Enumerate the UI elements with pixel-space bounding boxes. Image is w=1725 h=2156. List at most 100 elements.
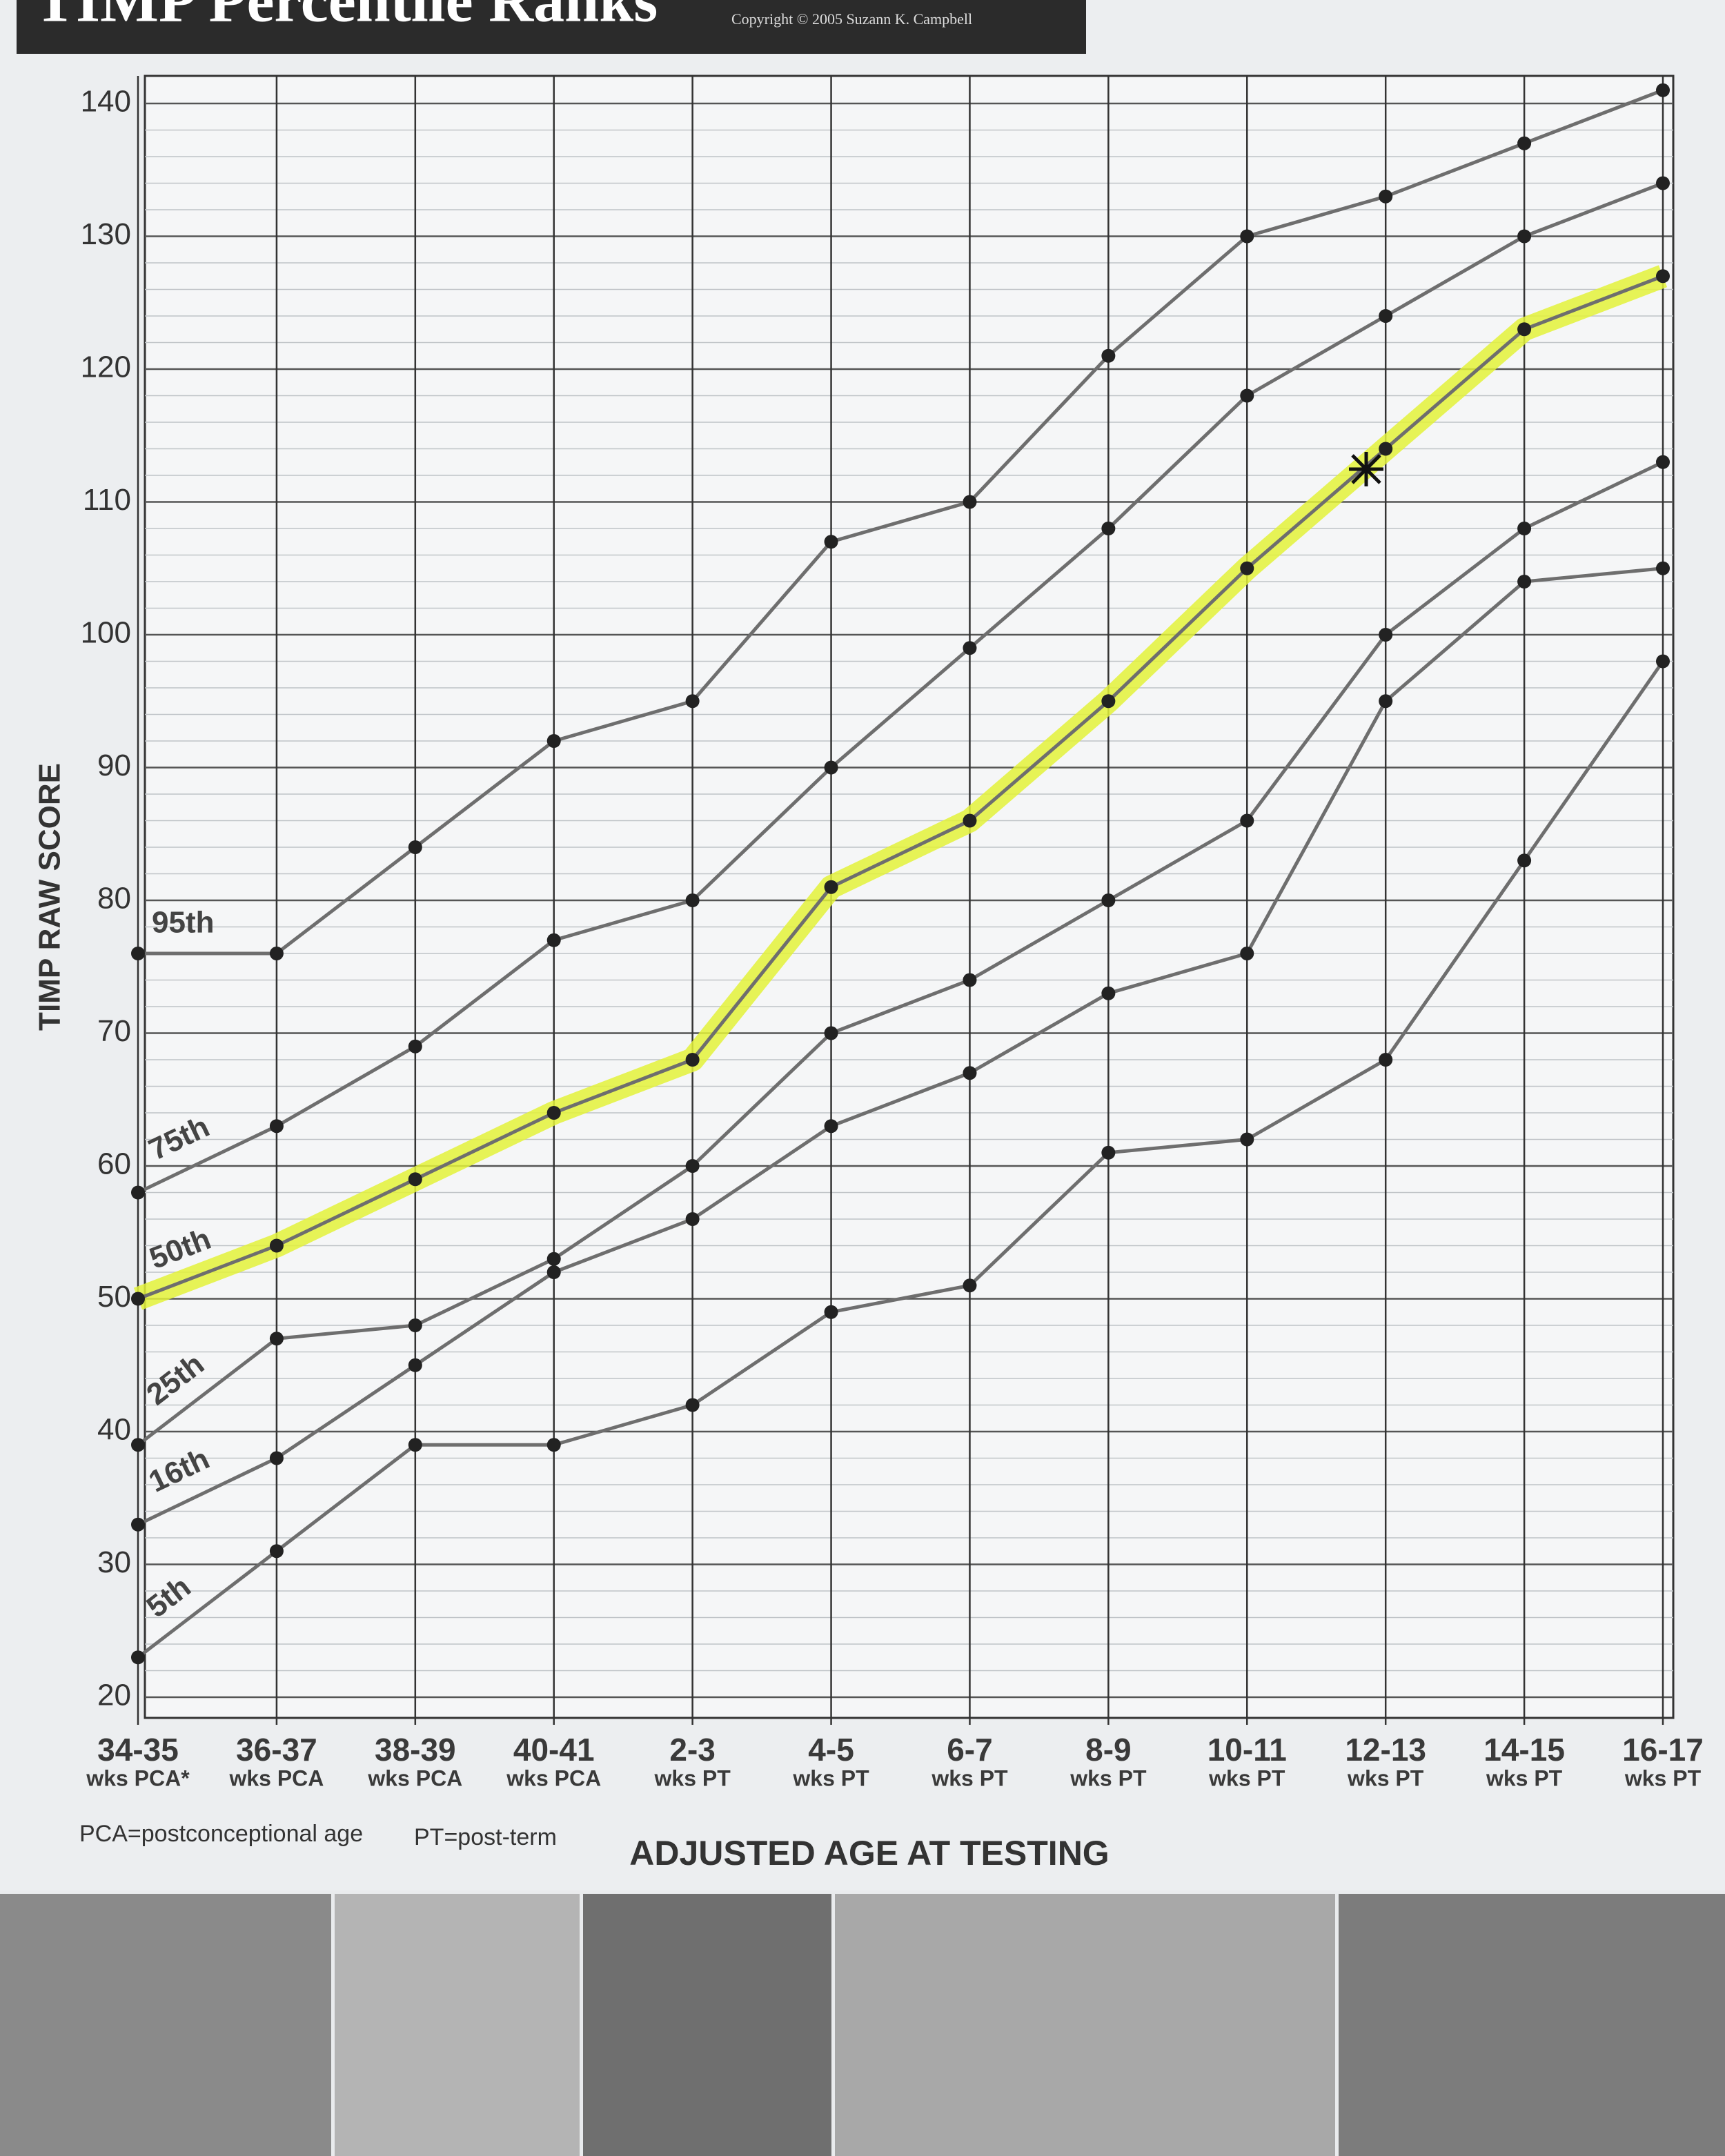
point: [546, 933, 561, 947]
photo: [583, 1894, 831, 2156]
percentile-line: [137, 660, 1665, 1659]
y-tick-label: 60: [97, 1147, 131, 1181]
y-tick-label: 70: [97, 1014, 131, 1048]
x-tick-sublabel: wks PT: [1070, 1766, 1147, 1790]
point: [1517, 522, 1532, 535]
photo: [1339, 1894, 1725, 2156]
point: [685, 893, 700, 907]
point: [546, 734, 561, 748]
point: [131, 1185, 145, 1200]
point: [1240, 947, 1254, 960]
point: [1517, 229, 1532, 244]
point: [269, 1238, 284, 1253]
x-tick-label: 16-17: [1622, 1732, 1704, 1768]
point: [1240, 229, 1254, 244]
y-tick-label: 30: [97, 1545, 131, 1579]
point: [131, 1292, 145, 1306]
x-tick-sublabel: wks PCA: [506, 1766, 601, 1790]
point: [1101, 694, 1116, 709]
x-tick-label: 2-3: [669, 1732, 715, 1768]
point: [1101, 1145, 1116, 1160]
photo: [835, 1894, 1335, 2156]
x-tick-label: 34-35: [97, 1732, 179, 1768]
point: [1656, 455, 1670, 469]
percentile-line: [137, 274, 1664, 1300]
point: [685, 1212, 700, 1226]
x-tick-sublabel: wks PT: [1624, 1766, 1702, 1790]
point: [546, 1438, 561, 1452]
plot-area: [144, 75, 1675, 1719]
copyright: Copyright © 2005 Suzann K. Campbell: [731, 10, 972, 28]
point: [1379, 628, 1393, 642]
point: [963, 1278, 977, 1293]
y-tick-label: 120: [81, 350, 131, 384]
y-tick-label: 110: [83, 483, 131, 517]
x-tick-label: 6-7: [947, 1732, 992, 1768]
x-axis-label: ADJUSTED AGE AT TESTING: [629, 1834, 1109, 1872]
point: [1101, 522, 1116, 535]
point: [963, 973, 977, 987]
point: [1379, 442, 1393, 456]
x-tick-label: 4-5: [808, 1732, 854, 1768]
point: [1379, 309, 1393, 323]
point: [408, 1318, 422, 1332]
point: [546, 1106, 561, 1120]
point: [1656, 561, 1670, 575]
point: [1240, 813, 1254, 828]
point: [824, 1305, 838, 1319]
point: [1517, 136, 1532, 150]
point: [269, 1119, 284, 1134]
point: [1101, 893, 1116, 907]
x-tick-label: 12-13: [1345, 1732, 1426, 1768]
point: [1379, 694, 1393, 709]
point: [408, 840, 422, 854]
x-tick-sublabel: wks PCA*: [86, 1766, 190, 1790]
point: [269, 947, 284, 960]
point: [1379, 189, 1393, 204]
photo: [0, 1894, 331, 2156]
series-label: 95th: [152, 906, 214, 940]
point: [131, 947, 145, 960]
x-tick-label: 36-37: [236, 1732, 317, 1768]
x-tick-sublabel: wks PT: [792, 1766, 869, 1790]
point: [1517, 322, 1532, 337]
point: [1240, 388, 1254, 403]
point: [963, 495, 977, 509]
point: [685, 1159, 700, 1173]
y-tick-label: 140: [81, 85, 131, 119]
percentile-line: [137, 460, 1664, 1447]
x-tick-label: 8-9: [1085, 1732, 1131, 1768]
point: [1379, 1053, 1393, 1067]
title-bar: [17, 0, 1086, 54]
point: [1656, 269, 1670, 284]
footnote: PT=post-term: [414, 1824, 557, 1850]
x-tick-sublabel: wks PCA: [228, 1766, 324, 1790]
point: [685, 694, 700, 709]
photo: [335, 1894, 580, 2156]
point: [824, 760, 838, 775]
x-tick-sublabel: wks PT: [931, 1766, 1008, 1790]
x-tick-sublabel: wks PT: [654, 1766, 731, 1790]
y-tick-label: 130: [81, 217, 131, 251]
x-tick-sublabel: wks PCA: [367, 1766, 462, 1790]
percentile-line: [137, 566, 1664, 1527]
point: [269, 1544, 284, 1559]
point: [546, 1252, 561, 1266]
point: [1101, 986, 1116, 1000]
y-tick-label: 50: [97, 1280, 131, 1314]
x-tick-label: 38-39: [375, 1732, 456, 1768]
y-tick-label: 100: [81, 616, 131, 650]
point: [1656, 176, 1670, 190]
point: [1517, 853, 1532, 868]
y-axis-label: TIMP RAW SCORE: [33, 763, 67, 1031]
point: [1517, 575, 1532, 589]
x-tick-sublabel: wks PT: [1208, 1766, 1285, 1790]
y-tick-label: 40: [97, 1413, 131, 1447]
point: [824, 535, 838, 549]
point: [1240, 561, 1254, 575]
y-tick-label: 20: [97, 1679, 131, 1712]
point: [824, 1119, 838, 1134]
percentile-line: [137, 181, 1664, 1194]
point: [824, 1026, 838, 1040]
point: [408, 1039, 422, 1054]
